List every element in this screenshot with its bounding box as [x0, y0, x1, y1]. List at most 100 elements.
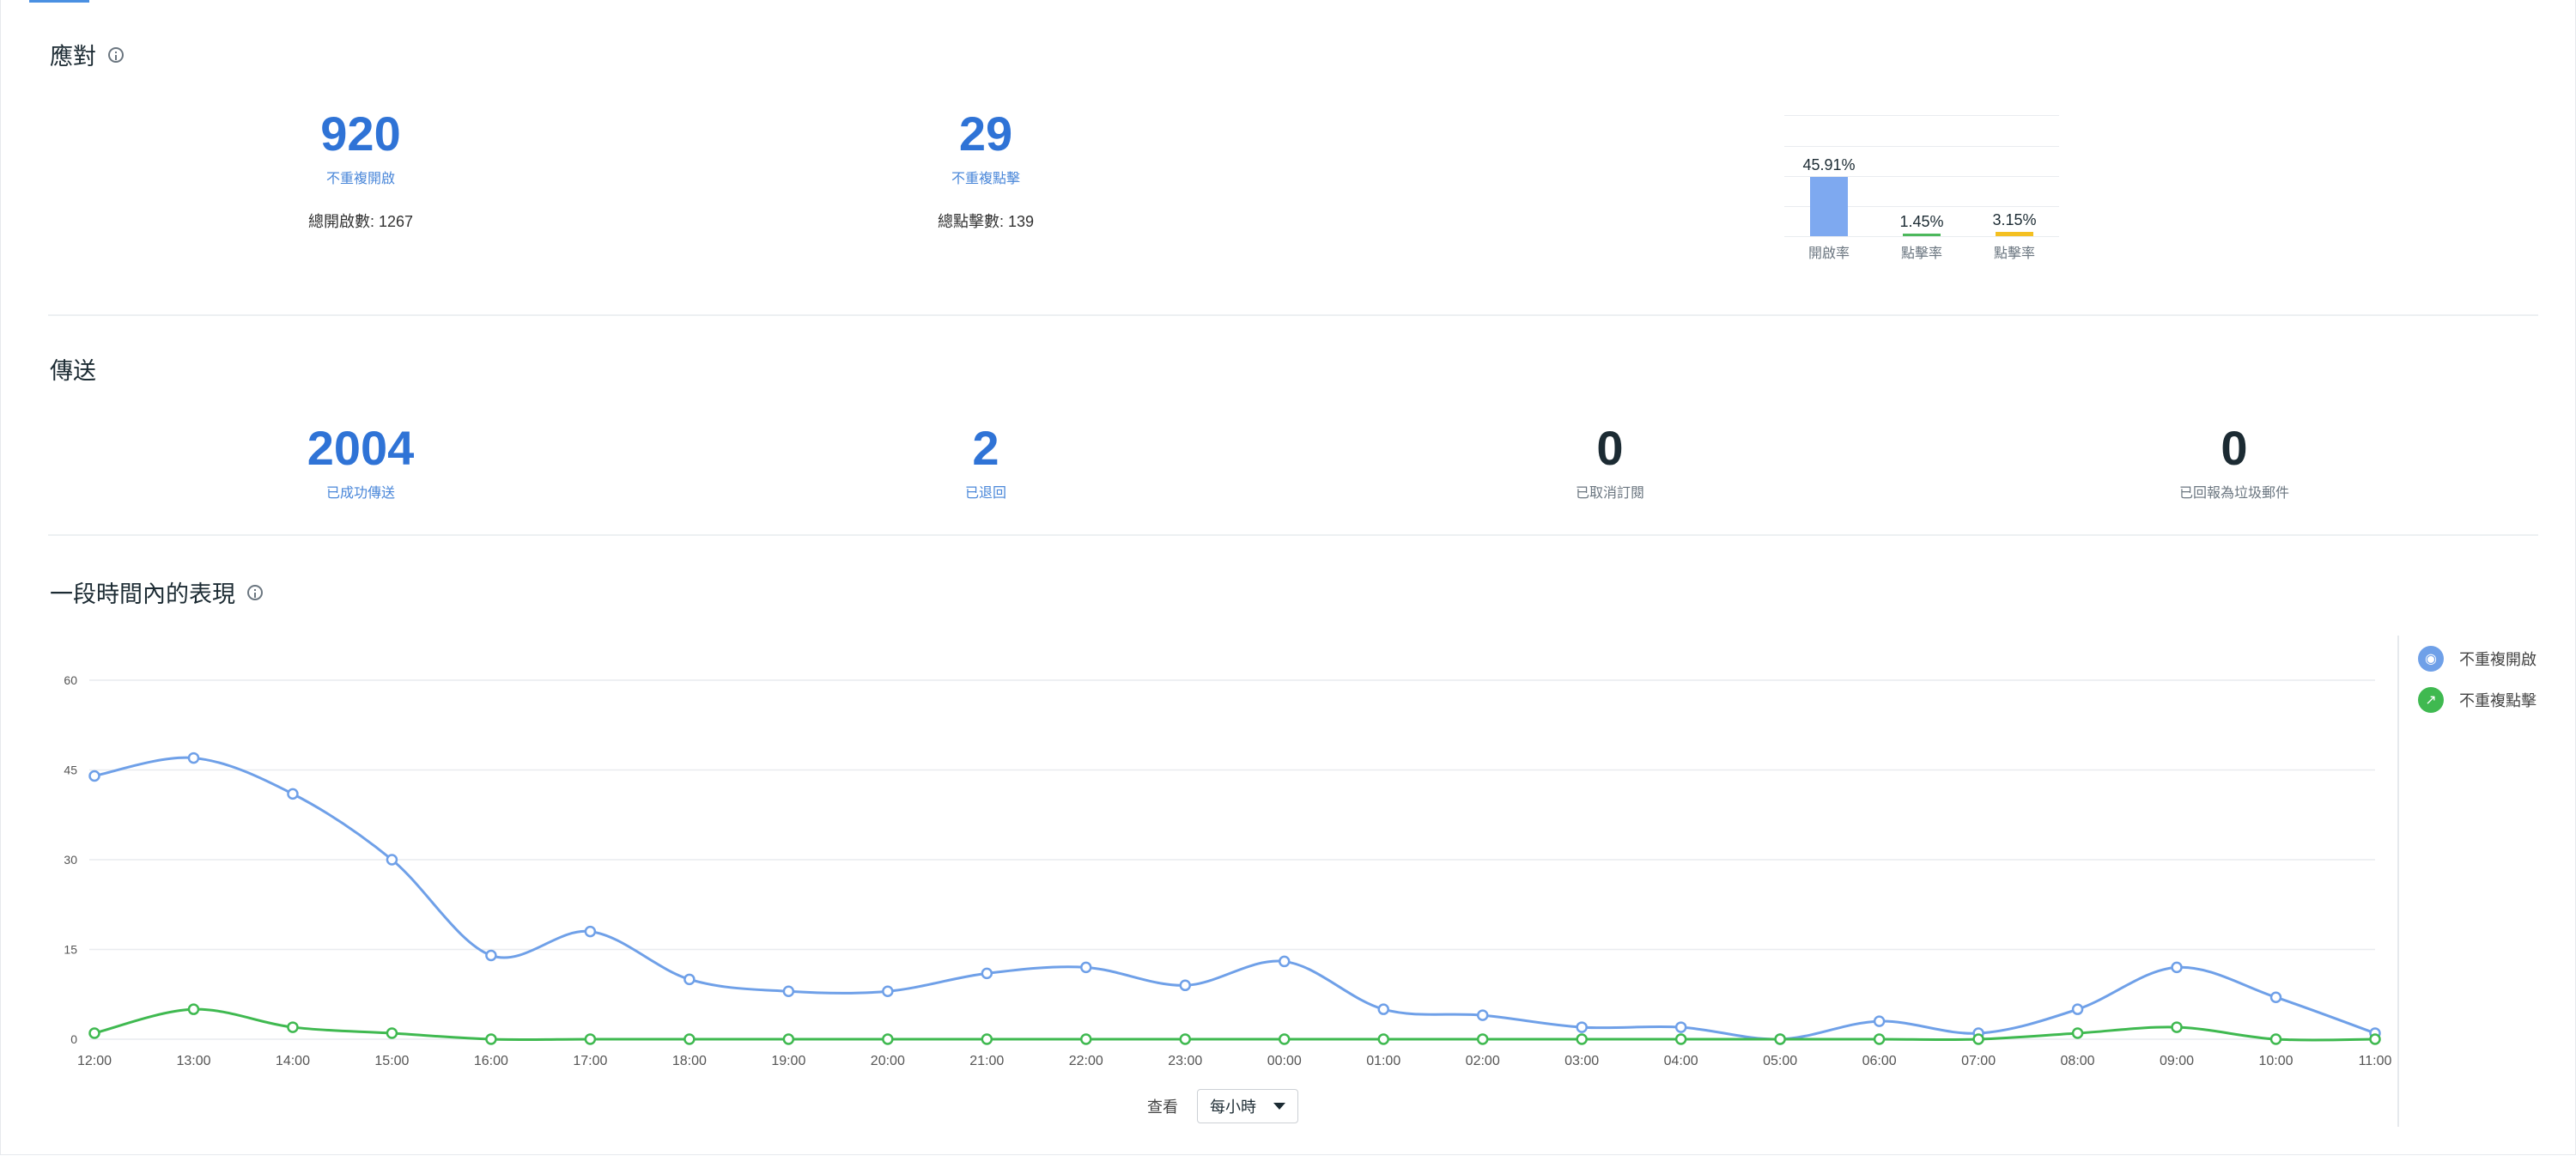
rate-bar — [1903, 234, 1941, 236]
mini-gridline — [1784, 115, 2059, 116]
x-tick-label: 21:00 — [969, 1054, 1004, 1068]
legend-item[interactable]: ◉ 不重複開啟 — [2418, 646, 2537, 672]
data-point — [2369, 1033, 2381, 1045]
mini-gridline — [1784, 236, 2059, 237]
unique-clicks-value: 29 — [958, 106, 1013, 161]
x-tick-label: 13:00 — [176, 1054, 210, 1068]
x-tick-label: 00:00 — [1267, 1054, 1302, 1068]
x-tick-label: 09:00 — [2160, 1054, 2194, 1068]
data-point — [1774, 1033, 1786, 1045]
y-tick-label: 15 — [64, 943, 77, 957]
delivery-title-text: 傳送 — [50, 358, 96, 384]
granularity-select-value: 每小時 — [1210, 1098, 1256, 1116]
unique-clicks-label[interactable]: 不重複點擊 — [951, 172, 1020, 186]
line-chart-svg: 0 15 30 45 60 12:00 13:00 14:00 15:00 16:00 17:00 1… — [64, 673, 2392, 1068]
info-icon[interactable] — [247, 584, 263, 600]
x-tick-label: 17:00 — [573, 1054, 607, 1068]
data-point — [584, 1033, 597, 1045]
delivered-label[interactable]: 已成功傳送 — [325, 486, 395, 501]
rate-category-label: 點擊率 — [1993, 246, 2035, 261]
data-point — [1674, 1021, 1687, 1033]
x-tick-label: 22:00 — [1069, 1054, 1103, 1068]
y-tick-label: 0 — [70, 1032, 77, 1046]
total-opens: 總開啟數: 1267 — [307, 213, 414, 230]
data-point — [1576, 1021, 1588, 1033]
data-point — [2071, 1027, 2084, 1039]
series-line — [94, 756, 2376, 1041]
data-point — [981, 967, 993, 980]
performance-section-title: 一段時間內的表現 — [50, 575, 263, 609]
data-point — [2269, 1033, 2282, 1045]
total-opens-value: 1267 — [378, 213, 414, 230]
delivered-value: 2004 — [307, 421, 415, 475]
response-section-title: 應對 — [50, 38, 124, 71]
data-point — [1476, 1033, 1489, 1045]
data-point — [1377, 1003, 1389, 1015]
mini-gridline — [1784, 146, 2059, 147]
legend-item[interactable]: ↗ 不重複點擊 — [2418, 687, 2537, 713]
data-point — [1873, 1033, 1886, 1045]
data-point — [1873, 1015, 1886, 1027]
response-title-text: 應對 — [50, 44, 96, 70]
unique-opens-metric: 920 不重複開啟 總開啟數: 1267 — [189, 110, 532, 232]
data-point — [782, 985, 795, 998]
data-point — [485, 949, 497, 962]
view-label: 查看 — [1147, 1098, 1178, 1116]
active-tab-indicator — [29, 0, 89, 3]
unique-opens-label[interactable]: 不重複開啟 — [325, 172, 395, 186]
data-point — [386, 854, 398, 866]
delivered-metric: 2004 已成功傳送 — [189, 424, 532, 502]
data-point — [1972, 1033, 1984, 1045]
rate-category-label: 開啟率 — [1807, 246, 1850, 261]
info-icon[interactable] — [108, 46, 124, 63]
spam-reports-label: 已回報為垃圾郵件 — [2178, 486, 2289, 501]
x-tick-label: 12:00 — [77, 1054, 112, 1068]
x-tick-label: 08:00 — [2061, 1054, 2095, 1068]
x-tick-label: 11:00 — [2359, 1054, 2392, 1068]
data-point — [1179, 979, 1192, 992]
unsubscribed-value: 0 — [1596, 421, 1624, 475]
bounced-metric: 2 已退回 — [814, 424, 1157, 502]
granularity-select[interactable]: 每小時 — [1197, 1089, 1298, 1123]
x-tick-label: 02:00 — [1466, 1054, 1500, 1068]
data-point — [1476, 1009, 1489, 1021]
bounced-label[interactable]: 已退回 — [964, 486, 1006, 501]
unsubscribed-metric: 0 已取消訂閱 — [1438, 424, 1782, 502]
data-point — [1576, 1033, 1588, 1045]
rate-mini-chart: 45.91% 開啟率 1.45% 點擊率 3.15% 點擊率 — [1777, 112, 2069, 262]
data-point — [584, 925, 597, 938]
section-divider — [48, 534, 2538, 536]
total-clicks-value: 139 — [1007, 213, 1035, 230]
chart-legend: ◉ 不重複開啟 ↗ 不重複點擊 — [2397, 636, 2576, 1127]
data-point — [1080, 1033, 1092, 1045]
data-point — [882, 1033, 894, 1045]
data-point — [386, 1027, 398, 1039]
data-point — [683, 973, 696, 986]
data-point — [2171, 1021, 2183, 1033]
x-tick-label: 07:00 — [1961, 1054, 1996, 1068]
data-point — [187, 1003, 200, 1015]
spam-reports-value: 0 — [2221, 421, 2248, 475]
view-control: 查看 每小時 — [1147, 1089, 1298, 1123]
x-tick-label: 20:00 — [871, 1054, 905, 1068]
data-point — [187, 751, 200, 764]
data-point — [2269, 991, 2282, 1003]
data-point — [1278, 1033, 1291, 1045]
spam-reports-metric: 0 已回報為垃圾郵件 — [2063, 424, 2406, 502]
pointer-icon: ↗ — [2418, 687, 2444, 713]
x-tick-label: 15:00 — [374, 1054, 409, 1068]
performance-title-text: 一段時間內的表現 — [50, 581, 235, 607]
unique-clicks-metric: 29 不重複點擊 總點擊數: 139 — [814, 110, 1157, 232]
data-point — [683, 1033, 696, 1045]
legend-label: 不重複點擊 — [2459, 692, 2537, 709]
data-point — [882, 985, 894, 998]
rate-bar — [1810, 177, 1848, 236]
x-tick-label: 18:00 — [672, 1054, 707, 1068]
data-point — [88, 1027, 100, 1039]
section-divider — [48, 314, 2538, 316]
data-point — [1377, 1033, 1389, 1045]
data-point — [782, 1033, 795, 1045]
data-point — [2171, 961, 2183, 974]
x-tick-label: 16:00 — [474, 1054, 508, 1068]
delivery-section-title: 傳送 — [50, 352, 96, 386]
